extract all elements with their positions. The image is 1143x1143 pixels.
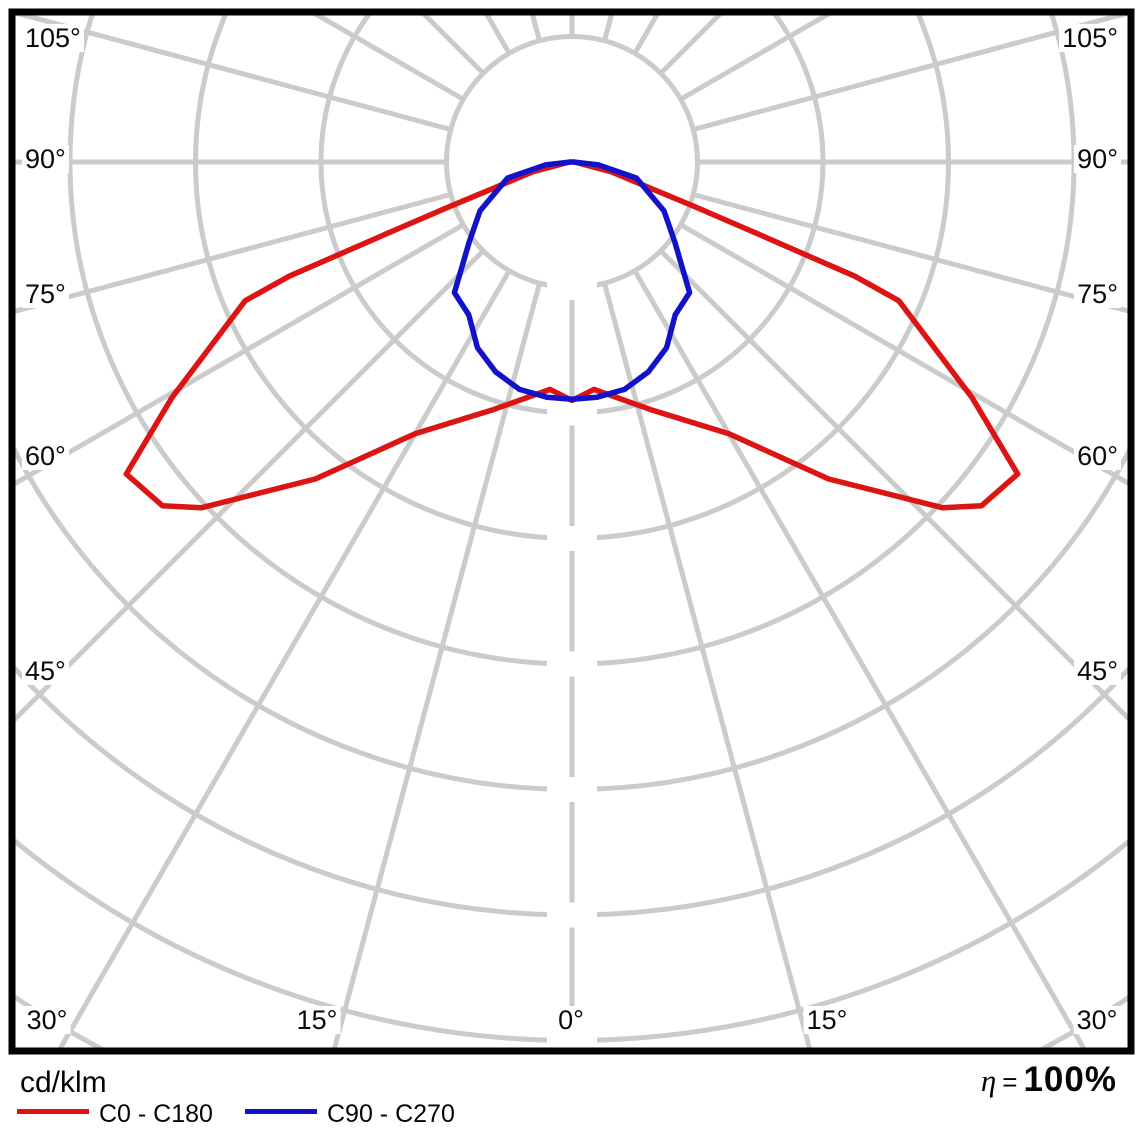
angle-label-30deg: 30° <box>23 1006 71 1034</box>
angle-label-60deg: 60° <box>1074 442 1121 470</box>
axis-gap <box>547 275 597 300</box>
grid-ray <box>602 282 812 1048</box>
angle-label-30deg: 30° <box>1073 1006 1121 1034</box>
plot-frame <box>8 8 1135 1055</box>
legend-swatch-blue <box>245 1109 317 1114</box>
light-output-ratio: η = 100% <box>981 1060 1117 1100</box>
unit-label: cd/klm <box>20 1066 107 1099</box>
eta-value: 100% <box>1023 1060 1117 1099</box>
grid-ray <box>692 15 1128 132</box>
axis-gap <box>547 651 597 677</box>
angle-label-15deg: 15° <box>803 1006 851 1034</box>
angle-label-90deg: 90° <box>22 145 69 173</box>
angle-label-45deg: 45° <box>22 657 69 685</box>
angle-label-45deg: 45° <box>1074 657 1121 685</box>
axis-gap <box>547 400 597 426</box>
angle-label-105deg: 105° <box>1059 24 1121 52</box>
angle-label-60deg: 60° <box>22 442 69 470</box>
eta-symbol: η <box>980 1063 997 1098</box>
grid-ray <box>692 192 1128 314</box>
grid-ray <box>15 222 465 487</box>
grid-ray <box>15 248 486 723</box>
angle-label-15deg: 15° <box>293 1006 341 1034</box>
axis-gap <box>547 777 597 802</box>
chart-footer: cd/klm C0 - C180 C90 - C270 η = 100% <box>0 1056 1143 1143</box>
grid-ray <box>658 248 1128 722</box>
axis-gap <box>547 902 597 928</box>
grid-ray <box>15 192 452 314</box>
grid-ray <box>632 269 1087 1048</box>
legend-label-c0-c180: C0 - C180 <box>99 1100 213 1128</box>
grid-ray <box>679 222 1128 486</box>
grid-ray <box>332 282 542 1048</box>
angle-label-90deg: 90° <box>1074 145 1121 173</box>
legend-swatch-red <box>17 1109 89 1114</box>
curve-c90-c270 <box>451 159 693 402</box>
grid-ray <box>15 15 452 132</box>
angle-label-0deg: 0° <box>555 1006 587 1034</box>
angle-label-75deg: 75° <box>1074 280 1121 308</box>
angle-label-75deg: 75° <box>22 280 69 308</box>
angle-label-105deg: 105° <box>22 24 84 52</box>
legend-label-c90-c270: C90 - C270 <box>327 1100 455 1128</box>
grid-ray <box>57 269 512 1048</box>
eta-equals: = <box>1002 1067 1018 1097</box>
axis-gap <box>547 526 597 551</box>
